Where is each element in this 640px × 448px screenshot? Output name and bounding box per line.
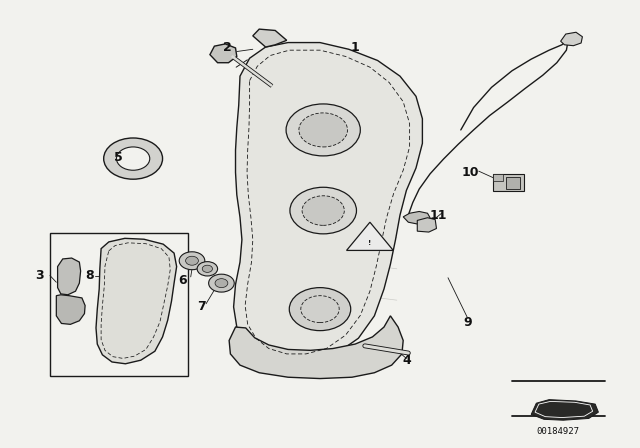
Text: 5: 5	[114, 151, 123, 164]
Circle shape	[286, 104, 360, 156]
Circle shape	[179, 252, 205, 270]
Text: 11: 11	[429, 208, 447, 222]
Circle shape	[302, 196, 344, 225]
Polygon shape	[96, 238, 177, 364]
Bar	[493, 174, 503, 181]
Circle shape	[289, 288, 351, 331]
Text: 10: 10	[461, 166, 479, 179]
Circle shape	[104, 138, 163, 179]
Text: 7: 7	[197, 300, 206, 314]
Polygon shape	[417, 218, 436, 232]
Circle shape	[215, 279, 228, 288]
Text: 2: 2	[223, 40, 232, 54]
Circle shape	[186, 256, 198, 265]
Circle shape	[299, 113, 348, 147]
Text: !: !	[368, 240, 372, 246]
Text: 6: 6	[178, 273, 187, 287]
Bar	[506, 177, 520, 189]
Polygon shape	[346, 222, 394, 250]
Text: 8: 8	[85, 269, 94, 282]
Circle shape	[290, 187, 356, 234]
Text: 3: 3	[35, 269, 44, 282]
Text: 00184927: 00184927	[536, 427, 580, 436]
Circle shape	[209, 274, 234, 292]
Polygon shape	[56, 295, 85, 324]
Polygon shape	[234, 43, 422, 361]
Polygon shape	[403, 211, 430, 224]
Polygon shape	[58, 258, 81, 295]
Polygon shape	[253, 29, 287, 47]
Circle shape	[116, 147, 150, 170]
Polygon shape	[229, 316, 403, 379]
Polygon shape	[561, 32, 582, 46]
Circle shape	[202, 265, 212, 272]
Circle shape	[197, 262, 218, 276]
Bar	[50, 233, 188, 376]
Polygon shape	[531, 400, 598, 420]
Text: 4: 4	[402, 354, 411, 367]
Bar	[493, 174, 524, 191]
Text: 1: 1	[351, 40, 360, 54]
Polygon shape	[210, 44, 237, 63]
Text: 9: 9	[463, 316, 472, 329]
